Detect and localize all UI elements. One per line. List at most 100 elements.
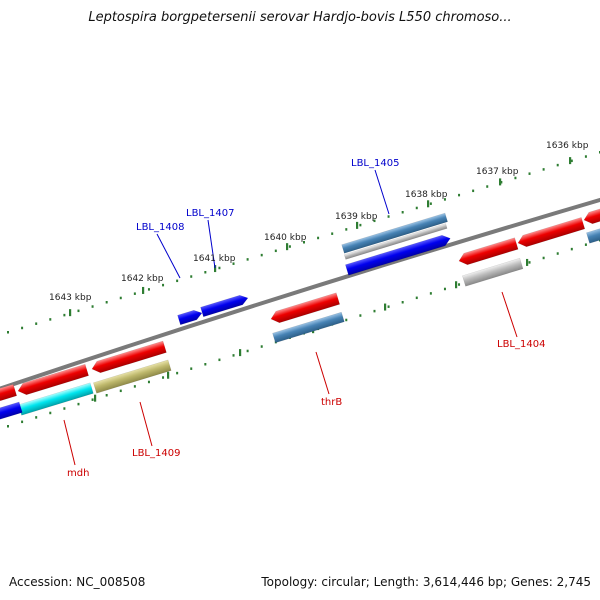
cds-red-left-edge-shape [0,383,18,401]
cds-red-left-edge[interactable] [0,383,18,402]
scale-label: 1636 kbp [546,141,589,151]
scale-label: 1637 kbp [476,167,519,177]
major-tick [69,309,72,317]
scale-label: 1642 kbp [121,274,164,284]
minor-tick [514,176,517,180]
minor-tick [260,345,263,348]
cds-steel-edge[interactable] [586,228,600,244]
cds-lbl-1405-gray[interactable] [343,223,448,260]
minor-tick [35,322,38,325]
major-tick [384,303,387,311]
cds-lbl-1407[interactable] [200,293,250,318]
minor-tick [204,271,207,274]
accession-text: Accession: NC_008508 [9,575,146,589]
minor-tick [35,416,38,419]
minor-tick [387,305,390,308]
cds-red-left-a[interactable] [90,340,167,375]
minor-tick [49,411,52,415]
minor-tick [345,228,348,231]
major-tick [499,178,502,186]
cds-lbl-1405-gray-shape [343,223,448,260]
minor-tick [317,236,320,240]
callout-mdh [63,419,76,466]
cds-lbl-1405-steel-shape [341,212,448,254]
feature-layer [0,208,600,422]
minor-tick [359,314,362,317]
cds-blue-upper[interactable] [345,233,451,276]
gene-label-lbl-1408[interactable]: LBL_1408 [136,222,184,233]
map-title: Leptospira borgpetersenii serovar Hardjo… [88,10,512,25]
minor-tick [387,215,390,218]
gene-label-thrb[interactable]: thrB [321,397,342,408]
minor-tick [119,296,122,300]
cds-blue-upper-shape [345,234,451,276]
cds-red-left-b[interactable] [16,363,89,397]
minor-tick [458,193,461,197]
minor-tick [77,309,80,313]
minor-tick [570,247,573,251]
minor-tick [542,168,545,171]
minor-tick [63,313,66,317]
minor-tick [345,318,348,322]
major-tick [214,265,217,273]
minor-tick [486,185,489,188]
cds-lbl-1409-khaki-shape [93,359,172,394]
cds-red-left-b-shape [17,363,89,395]
scale-label: 1643 kbp [49,293,92,303]
scale-label: 1639 kbp [335,212,378,222]
callout-lbl-1407 [207,219,216,269]
minor-tick [176,279,179,283]
gene-label-lbl-1407[interactable]: LBL_1407 [186,208,234,219]
scale-label: 1640 kbp [264,233,307,243]
minor-tick [542,256,545,260]
cds-thrb-red[interactable] [269,292,341,325]
minor-tick [528,261,531,264]
gene-label-lbl-1409[interactable]: LBL_1409 [132,448,180,459]
minor-tick [246,349,249,353]
minor-tick [500,181,503,184]
minor-tick [443,287,446,291]
major-tick [239,349,242,357]
cds-blue-left-edge[interactable] [0,401,23,422]
minor-tick [556,252,559,255]
cds-red-far-right-a[interactable] [457,237,519,267]
cds-red-far-right-b[interactable] [516,217,586,248]
minor-tick [176,371,179,375]
cds-lbl-1408[interactable] [177,308,204,326]
cds-lbl-1409-khaki[interactable] [93,359,172,394]
cds-thrb-red-shape [270,292,341,323]
minor-tick [443,198,446,201]
major-tick [427,200,430,208]
minor-tick [21,420,24,424]
minor-tick [232,262,235,265]
minor-tick [190,275,193,278]
cds-red-edge-shape [583,208,600,224]
minor-tick [458,283,461,286]
cds-thrb-steel[interactable] [272,311,345,344]
cds-red-edge[interactable] [582,208,600,225]
scale-ticks [7,151,600,428]
minor-tick [232,354,235,357]
minor-tick [7,331,9,334]
minor-tick [401,211,404,214]
minor-tick [570,159,573,163]
backbone-arc [0,197,600,391]
gene-label-lbl-1405[interactable]: LBL_1405 [351,158,399,169]
callout-lbl-1409 [139,401,153,447]
gene-label-mdh[interactable]: mdh [67,468,89,479]
minor-tick [373,309,376,313]
minor-tick [303,241,305,244]
cds-red-far-right-b-shape [517,217,586,247]
minor-tick [7,425,9,428]
minor-tick [119,389,122,393]
cds-lbl-1404-gray[interactable] [462,257,524,287]
cds-lbl-1405-steel[interactable] [341,212,448,254]
minor-tick [415,296,418,300]
cds-red-left-a-shape [91,340,167,373]
minor-tick [288,245,291,248]
callout-lbl-1405 [374,169,390,215]
minor-tick [260,253,263,257]
gene-label-lbl-1404[interactable]: LBL_1404 [497,339,545,350]
minor-tick [49,318,52,321]
